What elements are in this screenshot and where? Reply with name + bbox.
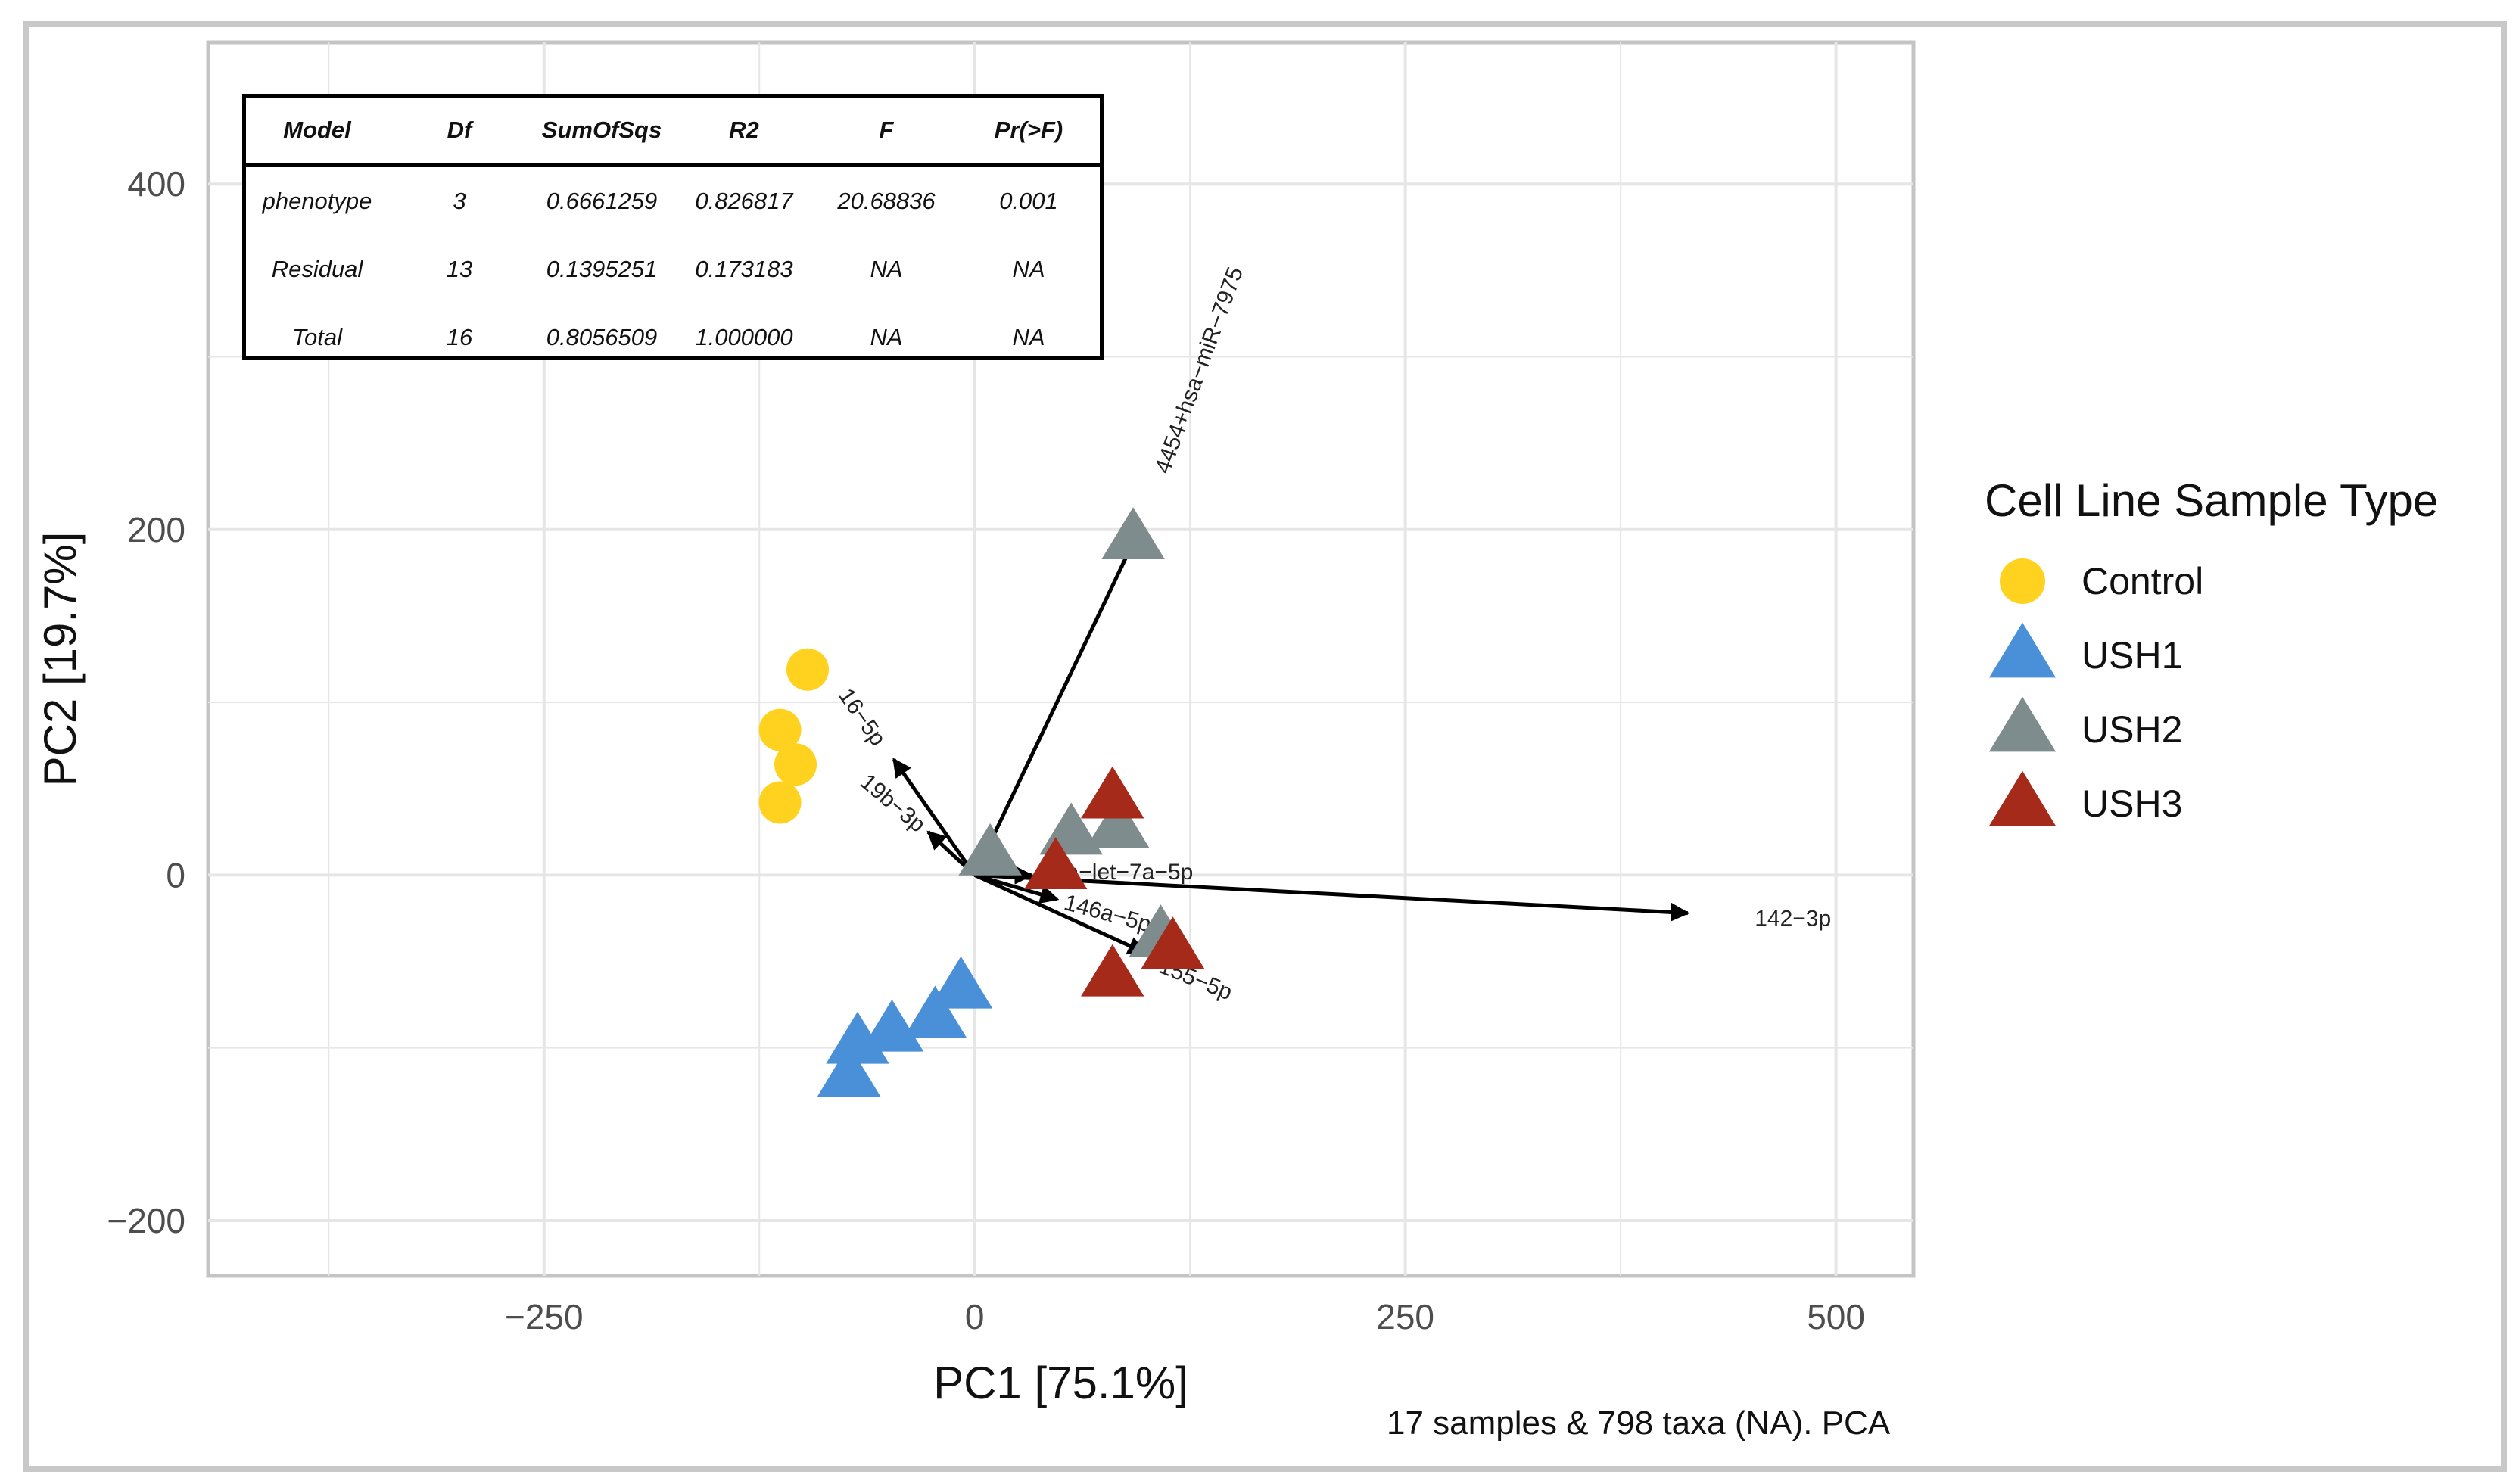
table-row: phenotype 3 0.6661259 0.826817 20.68836 …: [246, 165, 1100, 235]
table-header-cell: SumOfSqs: [531, 98, 673, 167]
table-header-cell: Model: [246, 98, 388, 167]
y-tick-label: 400: [127, 164, 185, 204]
y-tick-label: −200: [107, 1201, 185, 1240]
data-point-ush1: [903, 985, 967, 1038]
x-tick-label: 500: [1807, 1297, 1865, 1336]
legend-key-ush3: [1988, 770, 2057, 826]
table-cell: 16: [446, 324, 473, 350]
data-point-ush3: [1141, 916, 1205, 969]
data-point-ush1: [817, 1044, 881, 1097]
table-cell: NA: [1012, 256, 1045, 282]
data-point-ush1: [860, 999, 924, 1052]
vector-label: 142−3p: [1755, 907, 1831, 932]
table-cell: 20.68836: [837, 188, 936, 214]
data-point-ush3: [1081, 944, 1144, 997]
legend-key-control: [2000, 558, 2045, 604]
data-point-ush2: [958, 823, 1022, 876]
y-axis-title: PC2 [19.7%]: [35, 532, 86, 787]
table-cell: 1.000000: [695, 324, 793, 350]
loading-vector: [892, 758, 976, 876]
table-cell: 0.8056509: [546, 324, 658, 350]
table-cell: NA: [870, 324, 903, 350]
loading-vector: [974, 873, 1060, 904]
x-axis-title: PC1 [75.1%]: [933, 1358, 1188, 1408]
table-header-cell: Pr(>F): [957, 98, 1100, 167]
table-row: Total 16 0.8056509 1.000000 NA NA: [246, 303, 1100, 372]
data-point-control: [758, 708, 802, 751]
legend-label-ush2: USH2: [2082, 708, 2182, 751]
table-cell: 3: [453, 188, 466, 214]
data-point-ush3: [1023, 837, 1088, 890]
legend-label-control: Control: [2082, 560, 2203, 602]
table-cell: Total: [291, 324, 343, 350]
table-cell: NA: [870, 256, 903, 282]
y-tick-label: 0: [166, 855, 185, 894]
y-tick-label: 200: [127, 510, 185, 549]
table-cell: 0.6661259: [546, 188, 658, 214]
table-row: Residual 13 0.1395251 0.173183 NA NA: [246, 235, 1100, 303]
data-point-control: [786, 648, 829, 691]
data-point-ush2: [1101, 507, 1165, 560]
table-cell: 0.826817: [695, 188, 793, 214]
loading-vector: [974, 873, 1690, 922]
table-cell: NA: [1012, 324, 1045, 350]
table-header-cell: F: [815, 98, 957, 167]
table-cell: phenotype: [262, 188, 372, 214]
data-point-ush2: [1085, 795, 1150, 848]
table-cell: Residual: [271, 256, 363, 282]
data-point-control: [758, 781, 802, 824]
permanova-table: Model Df SumOfSqs R2 F Pr(>F) phenotype …: [242, 94, 1104, 360]
legend-title: Cell Line Sample Type: [1985, 475, 2438, 526]
table-header-cell: Df: [388, 98, 531, 167]
table-cell: 13: [446, 256, 473, 282]
x-tick-label: 250: [1376, 1297, 1434, 1336]
legend-label-ush1: USH1: [2082, 634, 2182, 677]
table-cell: 0.001: [999, 188, 1058, 214]
table-header-cell: R2: [673, 98, 815, 167]
data-point-ush1: [929, 956, 993, 1009]
legend-key-ush1: [1988, 622, 2057, 678]
figure-caption: 17 samples & 798 taxa (NA). PCA: [1387, 1405, 1891, 1442]
table-cell: 0.1395251: [546, 256, 658, 282]
table-cell: 0.173183: [695, 256, 793, 282]
data-point-ush3: [1081, 766, 1144, 819]
legend-label-ush3: USH3: [2082, 782, 2182, 825]
data-point-ush1: [826, 1011, 889, 1064]
loading-vector: [973, 873, 1147, 955]
x-tick-label: 0: [965, 1297, 985, 1336]
legend-key-ush2: [1988, 696, 2057, 752]
loading-vector: [973, 522, 1144, 876]
data-point-control: [774, 743, 817, 786]
x-tick-label: −250: [505, 1297, 584, 1336]
